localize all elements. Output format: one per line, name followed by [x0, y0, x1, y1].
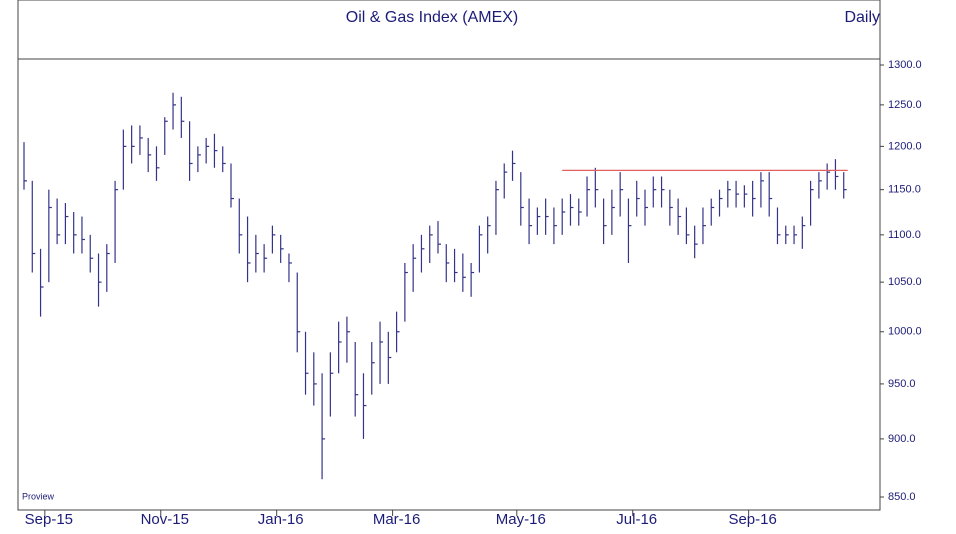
x-tick-label: Nov-15 — [141, 511, 189, 528]
y-tick-label: 1100.0 — [888, 229, 921, 241]
y-tick-label: 1050.0 — [888, 276, 922, 288]
y-tick-label: 1300.0 — [888, 59, 922, 71]
source-label: Proview — [22, 491, 55, 501]
x-tick-label: Sep-16 — [728, 511, 776, 528]
y-tick-label: 950.0 — [888, 378, 916, 390]
y-tick-label: 1200.0 — [888, 140, 922, 152]
x-tick-label: Jan-16 — [258, 511, 304, 528]
y-tick-label: 900.0 — [888, 433, 916, 445]
x-tick-label: Jul-16 — [616, 511, 657, 528]
period-label: Daily — [844, 9, 880, 26]
x-tick-label: Mar-16 — [373, 511, 421, 528]
y-tick-label: 1250.0 — [888, 99, 922, 111]
y-tick-label: 1000.0 — [888, 326, 922, 338]
y-tick-label: 850.0 — [888, 491, 916, 503]
x-tick-label: Sep-15 — [25, 511, 73, 528]
y-tick-label: 1150.0 — [888, 184, 921, 196]
chart-title: Oil & Gas Index (AMEX) — [346, 9, 519, 26]
frame — [17, 0, 881, 511]
x-tick-label: May-16 — [496, 511, 546, 528]
